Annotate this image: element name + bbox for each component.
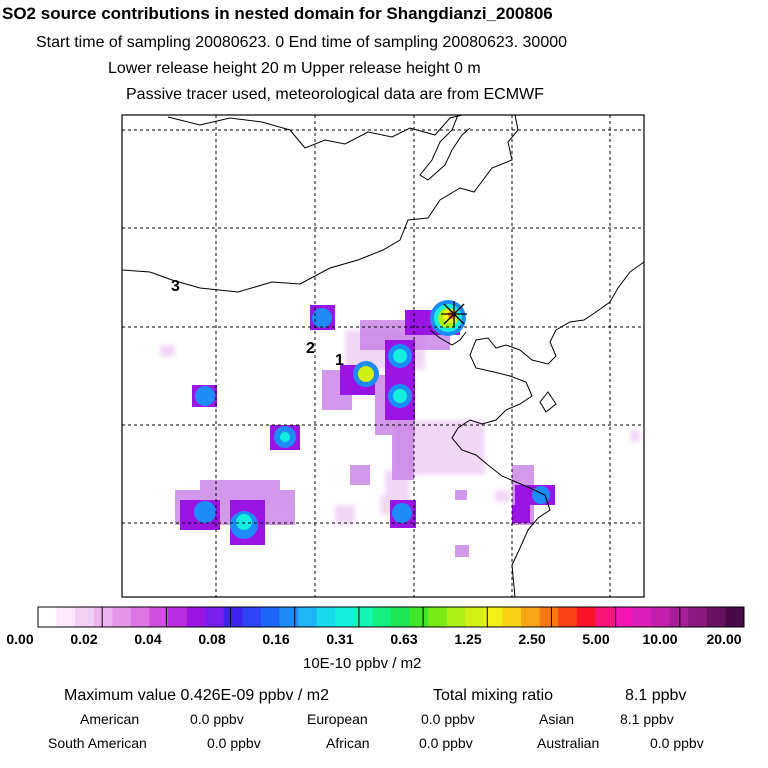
colorbar-cell [242, 607, 262, 627]
total-mixing-label: Total mixing ratio [433, 687, 554, 704]
asian-label: Asian [539, 711, 575, 727]
region-label-1: 1 [335, 352, 344, 369]
colorbar-tick-label: 0.31 [326, 631, 354, 647]
colorbar-cell [521, 607, 541, 627]
colorbar-unit: 10E-10 ppbv / m2 [303, 655, 422, 672]
region-label-3: 3 [171, 278, 180, 295]
colorbar-cell [223, 607, 243, 627]
colorbar-tick-label: 0.16 [262, 631, 290, 647]
colorbar-cell [372, 607, 392, 627]
sampling-time-line: Start time of sampling 20080623. 0 End t… [36, 34, 568, 51]
colorbar-cell [483, 607, 503, 627]
colorbar-cell [205, 607, 225, 627]
coastline [429, 261, 645, 598]
colorbar-cell [391, 607, 411, 627]
colorbar-cell [149, 607, 169, 627]
colorbar-tick-label: 0.02 [70, 631, 98, 647]
release-height-line: Lower release height 20 m Upper release … [108, 60, 481, 77]
colorbar-cell [186, 607, 206, 627]
colorbar-cell [316, 607, 336, 627]
plot-title: SO2 source contributions in nested domai… [2, 4, 553, 23]
australian-label: Australian [537, 735, 600, 751]
maximum-value: Maximum value 0.426E-09 ppbv / m2 [64, 687, 330, 704]
colorbar-tick-label: 2.50 [518, 631, 546, 647]
colorbar-cell [688, 607, 708, 627]
colorbar-tick-label: 0.63 [390, 631, 418, 647]
colorbar-tick-label: 0.08 [198, 631, 226, 647]
european-label: European [307, 711, 368, 727]
colorbar-cell [279, 607, 299, 627]
colorbar-outline [37, 606, 745, 628]
colorbar-cell [353, 607, 373, 627]
colorbar-tick-label: 20.00 [706, 631, 742, 647]
american-label: American [80, 711, 140, 727]
concentration-field [160, 300, 640, 557]
lat-lon-grid [122, 115, 644, 597]
colorbar-cell [558, 607, 578, 627]
colorbar-cell [632, 607, 652, 627]
colorbar-cell [706, 607, 726, 627]
colorbar-cell [56, 607, 76, 627]
european-value: 0.0 ppbv [421, 711, 475, 727]
african-value: 0.0 ppbv [419, 735, 473, 751]
colorbar-cell [75, 607, 95, 627]
colorbar-tick-label: 10.00 [642, 631, 678, 647]
colorbar-cell [502, 607, 522, 627]
colorbar-cell [465, 607, 485, 627]
colorbar-cell [112, 607, 132, 627]
colorbar-cell [725, 607, 745, 627]
colorbar-cell [669, 607, 689, 627]
colorbar-cell [576, 607, 596, 627]
colorbar-cell [168, 607, 188, 627]
colorbar-tick-label: 5.00 [582, 631, 610, 647]
colorbar-tick-label: 1.25 [454, 631, 482, 647]
colorbar-tick-label: 0.00 [6, 631, 34, 647]
total-mixing-value: 8.1 ppbv [625, 687, 687, 704]
receptor-asterisk-icon [441, 301, 467, 327]
african-label: African [326, 735, 370, 751]
colorbar-cell [409, 607, 429, 627]
colorbar [37, 606, 745, 628]
tracer-info-line: Passive tracer used, meteorological data… [126, 86, 544, 103]
asian-value: 8.1 ppbv [620, 711, 674, 727]
colorbar-cell [428, 607, 448, 627]
colorbar-tick-label: 0.04 [134, 631, 162, 647]
colorbar-cell [335, 607, 355, 627]
colorbar-cell [651, 607, 671, 627]
south-american-label: South American [48, 735, 147, 751]
australian-value: 0.0 ppbv [650, 735, 704, 751]
colorbar-cell [539, 607, 559, 627]
colorbar-cell [446, 607, 466, 627]
colorbar-cell [595, 607, 615, 627]
colorbar-cell [298, 607, 318, 627]
american-value: 0.0 ppbv [190, 711, 244, 727]
south-american-value: 0.0 ppbv [207, 735, 261, 751]
colorbar-cell [613, 607, 634, 627]
country-borders [121, 114, 519, 293]
colorbar-cell [93, 607, 113, 627]
colorbar-cell [130, 607, 150, 627]
region-label-2: 2 [306, 340, 315, 357]
colorbar-cell [260, 607, 281, 627]
colorbar-cell [38, 607, 58, 627]
map-frame [121, 114, 645, 598]
